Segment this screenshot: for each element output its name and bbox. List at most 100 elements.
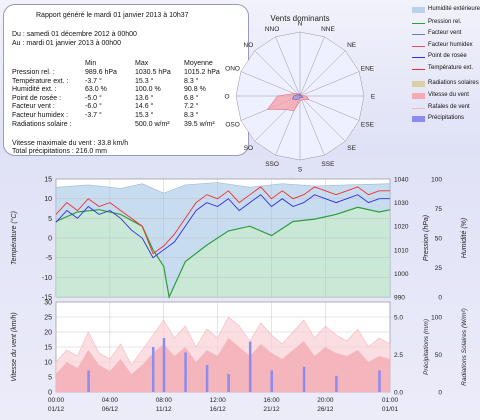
y-tick-left: -15 bbox=[42, 295, 52, 302]
x-tick-date: 11/12 bbox=[156, 406, 172, 413]
x-tick-time: 08:00 bbox=[156, 397, 173, 404]
y-tick-right1: 5.0 bbox=[394, 315, 403, 322]
rose-direction: NNE bbox=[321, 26, 335, 33]
total-precip: Total précipitations : 216.0 mm bbox=[12, 148, 107, 155]
legend-label: Température ext. bbox=[428, 64, 474, 71]
precip-bar bbox=[162, 338, 166, 392]
col-max: Max bbox=[135, 60, 149, 67]
report-avg: 8.3 ° bbox=[184, 112, 199, 119]
y-tick-right1: 2.5 bbox=[394, 352, 403, 359]
precip-bar bbox=[335, 375, 338, 392]
legend-swatch bbox=[412, 107, 425, 109]
y-tick-left: 5 bbox=[48, 216, 52, 223]
legend-label: Facteur humidex bbox=[428, 41, 473, 48]
y-tick-right1: 1040 bbox=[394, 177, 409, 184]
report-avg: 39.5 w/m² bbox=[184, 120, 215, 128]
legend-item: Facteur humidex bbox=[412, 42, 478, 52]
report-max: 15.3 ° bbox=[135, 77, 154, 85]
legend-label: Précipitations bbox=[428, 115, 465, 122]
x-tick-time: 04:00 bbox=[102, 397, 119, 404]
legend-swatch bbox=[412, 34, 425, 36]
x-tick-date: 26/12 bbox=[317, 406, 334, 413]
y-tick-right1: 990 bbox=[394, 295, 405, 302]
report-title: Rapport généré le mardi 01 janvier 2013 … bbox=[36, 12, 189, 19]
bottom-ylabel-left: Vitesse du vent (km/h) bbox=[11, 312, 18, 382]
report-min: 989.6 hPa bbox=[85, 69, 117, 76]
report-max: 14.6 ° bbox=[135, 103, 154, 111]
x-tick-date: 21/12 bbox=[263, 406, 280, 413]
legend-label: Facteur vent bbox=[428, 30, 462, 37]
rose-spoke bbox=[299, 95, 346, 142]
rose-direction: SSE bbox=[321, 161, 335, 168]
precip-bar bbox=[184, 352, 187, 392]
y-tick-right2: 0 bbox=[438, 295, 442, 302]
rose-direction: SO bbox=[244, 145, 253, 152]
legend-swatch bbox=[412, 68, 425, 70]
legend-item: Point de rosée bbox=[412, 53, 478, 63]
rose-direction: ONO bbox=[225, 66, 240, 73]
report-avg: 6.8 ° bbox=[184, 94, 199, 102]
temperature-line bbox=[55, 186, 390, 255]
rose-spoke bbox=[254, 50, 301, 97]
report-min: -5.0 ° bbox=[85, 94, 102, 102]
precip-bar bbox=[227, 374, 230, 392]
report-avg: 7.2 ° bbox=[184, 103, 199, 111]
y-tick-left: 0 bbox=[48, 236, 52, 243]
legend-swatch bbox=[412, 57, 425, 59]
rose-spoke bbox=[240, 71, 301, 97]
x-tick-date: 01/01 bbox=[382, 406, 399, 413]
legend-swatch bbox=[412, 45, 425, 47]
legend-item: Humidité extérieure bbox=[412, 6, 480, 16]
pressure-line bbox=[55, 206, 391, 300]
legend-label: Rafales de vent bbox=[428, 103, 470, 110]
y-tick-left: 0 bbox=[48, 390, 52, 397]
bottom-ylabel-right2: Radiations Solaires (W/m²) bbox=[461, 308, 468, 386]
report-max: 13.6 ° bbox=[135, 94, 154, 102]
report-min: 63.0 % bbox=[85, 86, 107, 94]
precip-bar bbox=[302, 366, 306, 392]
legend-item: Rafales de vent bbox=[412, 104, 478, 114]
legend-item: Température ext. bbox=[412, 65, 478, 75]
y-tick-left: 30 bbox=[44, 300, 52, 307]
pressure-fill bbox=[56, 207, 390, 297]
report-label: Facteur vent : bbox=[12, 103, 55, 111]
y-tick-right2: 100 bbox=[431, 315, 442, 322]
report-label: Humidité ext. : bbox=[12, 86, 57, 94]
rose-direction: NE bbox=[347, 42, 357, 49]
precip-bar bbox=[248, 341, 252, 392]
y-tick-left: 15 bbox=[44, 177, 52, 184]
charts: 151050-5-10-1510401030102010101000990100… bbox=[10, 177, 468, 414]
legend-swatch bbox=[412, 7, 425, 13]
y-tick-right2: 50 bbox=[435, 236, 443, 243]
y-tick-right2: 100 bbox=[431, 177, 442, 184]
x-tick-time: 16:00 bbox=[263, 397, 280, 404]
y-tick-right2: 0 bbox=[438, 390, 442, 397]
legend-item: Facteur vent bbox=[412, 30, 478, 40]
rose-spoke bbox=[299, 95, 325, 156]
x-tick-date: 06/12 bbox=[102, 406, 119, 413]
precip-bar bbox=[151, 347, 155, 392]
x-tick-date: 16/12 bbox=[209, 406, 226, 413]
legend-label: Vitesse du vent bbox=[428, 92, 469, 99]
report-from: Du : samedi 01 décembre 2012 à 00h00 bbox=[12, 31, 137, 38]
report-avg: 1015.2 hPa bbox=[184, 69, 220, 76]
legend-item: Pression rel. bbox=[412, 19, 478, 29]
y-tick-right1: 1000 bbox=[394, 271, 409, 278]
y-tick-left: 5 bbox=[48, 375, 52, 382]
rose-direction: ESE bbox=[361, 121, 375, 128]
y-tick-right2: 75 bbox=[435, 206, 443, 213]
wind-area bbox=[56, 338, 390, 392]
report-panel: Rapport généré le mardi 01 janvier 2013 … bbox=[3, 4, 249, 156]
y-tick-left: -10 bbox=[42, 275, 52, 282]
x-tick-time: 12:00 bbox=[209, 397, 226, 404]
y-tick-right1: 0.0 bbox=[394, 390, 403, 397]
precip-bar bbox=[87, 370, 90, 392]
y-tick-right1: 1030 bbox=[394, 200, 409, 207]
report-avg: 8.3 ° bbox=[184, 77, 199, 85]
y-tick-right1: 1020 bbox=[394, 224, 409, 231]
report-avg: 90.8 % bbox=[184, 86, 206, 94]
report-max: 1030.5 hPa bbox=[135, 69, 171, 76]
top-ylabel-right1: Pression (hPa) bbox=[423, 215, 430, 261]
report-min: -3.7 ° bbox=[85, 112, 102, 119]
dewpoint-line bbox=[55, 194, 390, 259]
